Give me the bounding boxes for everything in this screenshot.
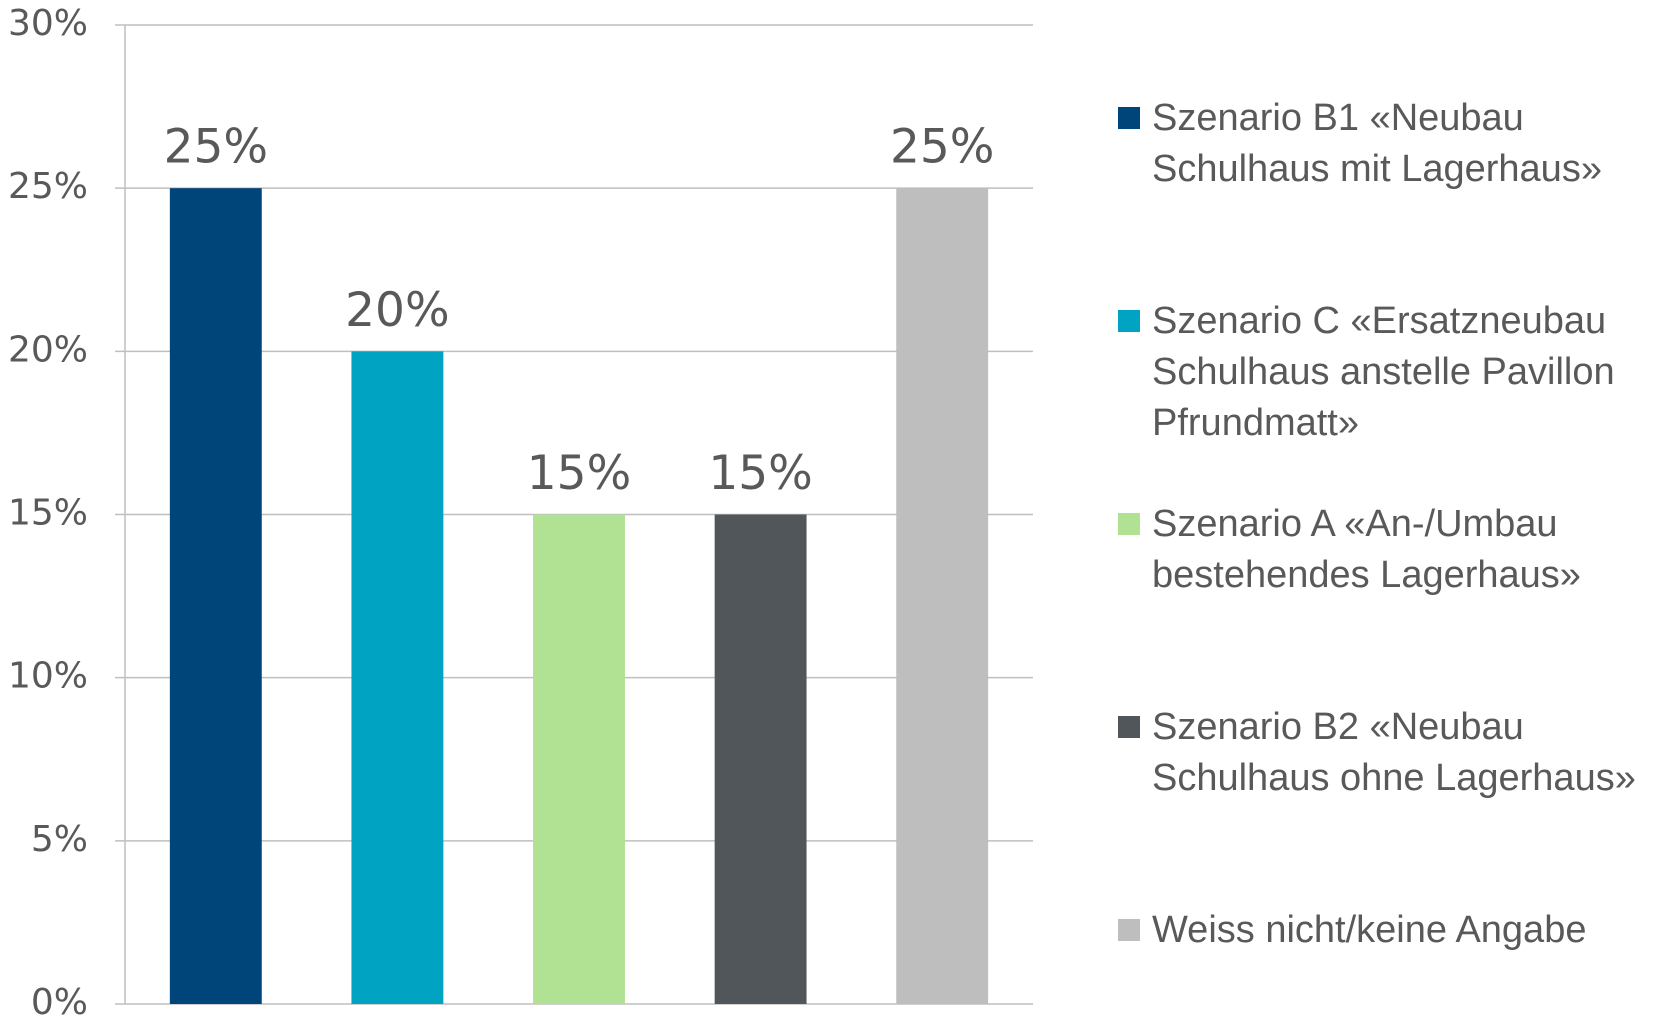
legend-item: Szenario A «An-/Umbau bestehendes Lagerh… <box>1118 499 1658 601</box>
y-tick-label: 5% <box>31 819 88 860</box>
y-tick-label: 20% <box>8 329 88 370</box>
value-label: 20% <box>345 283 449 338</box>
bar <box>714 514 807 1004</box>
bar <box>169 188 262 1004</box>
y-tick-label: 15% <box>8 493 88 534</box>
value-label: 25% <box>164 120 268 175</box>
legend-swatch <box>1118 310 1140 332</box>
legend-item: Szenario B2 «Neubau Schulhaus ohne Lager… <box>1118 702 1658 804</box>
legend-item: Szenario B1 «Neubau Schulhaus mit Lagerh… <box>1118 93 1658 195</box>
y-tick-label: 25% <box>8 166 88 207</box>
bar <box>896 188 989 1004</box>
legend-swatch <box>1118 919 1140 941</box>
legend-swatch <box>1118 107 1140 129</box>
value-label: 25% <box>890 120 994 175</box>
legend-label: Szenario B2 «Neubau Schulhaus ohne Lager… <box>1152 706 1636 799</box>
legend-label: Szenario B1 «Neubau Schulhaus mit Lagerh… <box>1152 97 1602 190</box>
bar <box>351 351 444 1004</box>
legend-label: Szenario C «Ersatzneubau Schulhaus anste… <box>1152 300 1615 444</box>
legend-item: Weiss nicht/keine Angabe <box>1118 905 1658 956</box>
y-tick-label: 0% <box>31 982 88 1017</box>
legend-swatch <box>1118 716 1140 738</box>
legend-label: Weiss nicht/keine Angabe <box>1152 909 1587 951</box>
value-label: 15% <box>708 446 812 501</box>
value-label: 15% <box>527 446 631 501</box>
y-tick-label: 10% <box>8 656 88 697</box>
legend-item: Szenario C «Ersatzneubau Schulhaus anste… <box>1118 296 1658 449</box>
legend-swatch <box>1118 513 1140 535</box>
bar <box>533 514 625 1004</box>
legend-label: Szenario A «An-/Umbau bestehendes Lagerh… <box>1152 503 1581 596</box>
y-tick-label: 30% <box>8 3 88 44</box>
